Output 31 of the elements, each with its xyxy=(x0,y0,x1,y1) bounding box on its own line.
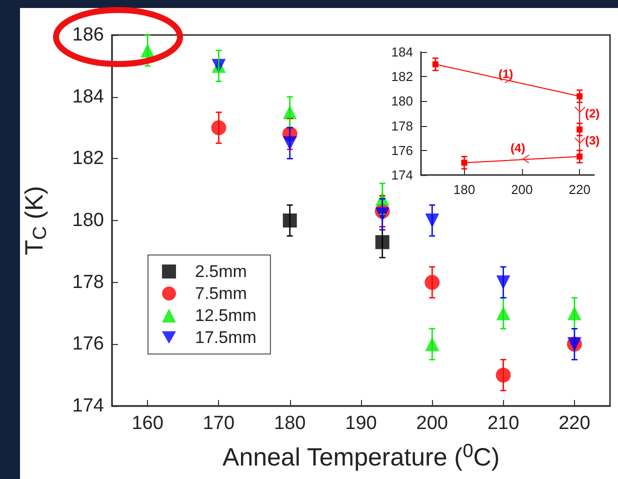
x-tick-label: 200 xyxy=(511,182,533,197)
x-tick-label: 160 xyxy=(132,413,164,434)
y-tick-label: 178 xyxy=(391,118,413,134)
y-tick-label: 182 xyxy=(391,69,413,84)
legend-label: 17.5mm xyxy=(195,328,256,347)
x-tick-label: 210 xyxy=(487,413,520,434)
x-tick-label: 190 xyxy=(345,413,377,434)
y-tick-label: 174 xyxy=(72,396,104,416)
y-tick-label: 180 xyxy=(72,210,104,231)
y-tick-label: 182 xyxy=(72,148,104,170)
y-axis-title: TC (K) xyxy=(20,186,51,256)
legend-label: 2.5mm xyxy=(195,262,247,281)
x-tick-label: 220 xyxy=(558,413,590,434)
y-tick-label: 176 xyxy=(391,142,413,158)
x-tick-label: 180 xyxy=(453,182,476,197)
y-tick-label: 184 xyxy=(391,44,413,60)
y-tick-label: 178 xyxy=(72,272,104,293)
annotation: (3) xyxy=(584,134,600,148)
x-tick-label: 220 xyxy=(568,182,590,197)
y-tick-label: 180 xyxy=(391,94,413,109)
y-tick-label: 174 xyxy=(391,168,413,182)
legend-label: 12.5mm xyxy=(195,306,256,325)
annotation: (2) xyxy=(584,106,600,120)
annotation: (4) xyxy=(510,140,526,155)
legend-label: 7.5mm xyxy=(195,284,247,303)
y-tick-label: 186 xyxy=(72,24,104,46)
x-tick-label: 170 xyxy=(202,413,235,434)
x-tick-label: 180 xyxy=(274,413,306,434)
y-tick-label: 184 xyxy=(72,86,104,108)
x-tick-label: 200 xyxy=(416,413,448,434)
y-tick-label: 176 xyxy=(72,334,104,355)
